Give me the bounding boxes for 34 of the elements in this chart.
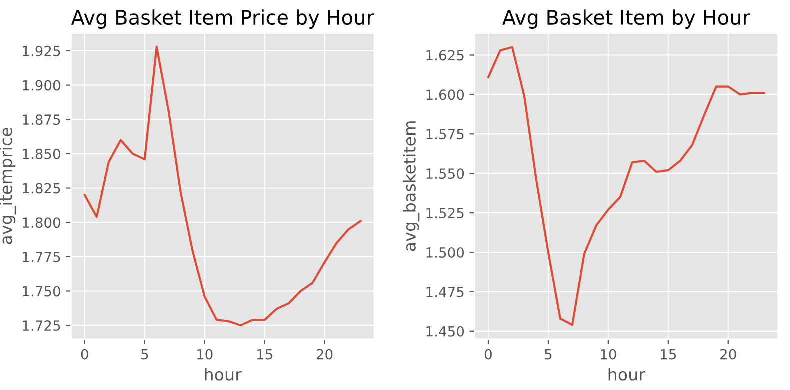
y-tick-label: 1.525 xyxy=(426,208,464,219)
y-tick-label: 1.800 xyxy=(23,218,60,228)
x-tick-label: 5 xyxy=(142,349,148,360)
x-tick-label: 10 xyxy=(198,349,213,360)
y-tick-label: 1.450 xyxy=(426,326,464,337)
line-series xyxy=(487,46,766,326)
y-tick-label: 1.925 xyxy=(23,46,60,56)
y-axis-title: avg_basketitem xyxy=(403,122,420,252)
x-tick-label: 10 xyxy=(601,349,616,360)
line-series xyxy=(84,46,362,327)
chart-title: Avg Basket Item Price by Hour xyxy=(71,10,374,29)
y-tick-label: 1.725 xyxy=(23,320,60,332)
y-tick-label: 1.550 xyxy=(426,168,464,180)
y-tick-label: 1.625 xyxy=(426,50,464,61)
y-tick-label: 1.600 xyxy=(426,90,464,100)
y-tick-label: 1.500 xyxy=(426,247,464,258)
x-tick-label: 15 xyxy=(257,349,272,360)
y-tick-label: 1.475 xyxy=(426,287,464,298)
y-tick-label: 1.875 xyxy=(23,114,60,126)
x-axis-title: hour xyxy=(608,368,646,381)
x-axis-title: hour xyxy=(205,368,242,381)
y-tick-label: 1.775 xyxy=(23,252,60,262)
y-tick-label: 1.750 xyxy=(23,286,60,297)
y-tick-label: 1.575 xyxy=(426,129,464,140)
x-tick-label: 0 xyxy=(484,349,492,360)
chart-title: Avg Basket Item by Hour xyxy=(502,10,750,29)
x-tick-label: 5 xyxy=(545,349,552,360)
x-tick-label: 15 xyxy=(661,349,676,360)
x-tick-label: 20 xyxy=(316,349,333,360)
y-tick-label: 1.825 xyxy=(23,183,60,194)
x-tick-label: 0 xyxy=(81,349,88,360)
x-tick-label: 20 xyxy=(720,349,736,360)
y-tick-label: 1.900 xyxy=(23,80,60,91)
y-tick-label: 1.850 xyxy=(23,148,60,160)
